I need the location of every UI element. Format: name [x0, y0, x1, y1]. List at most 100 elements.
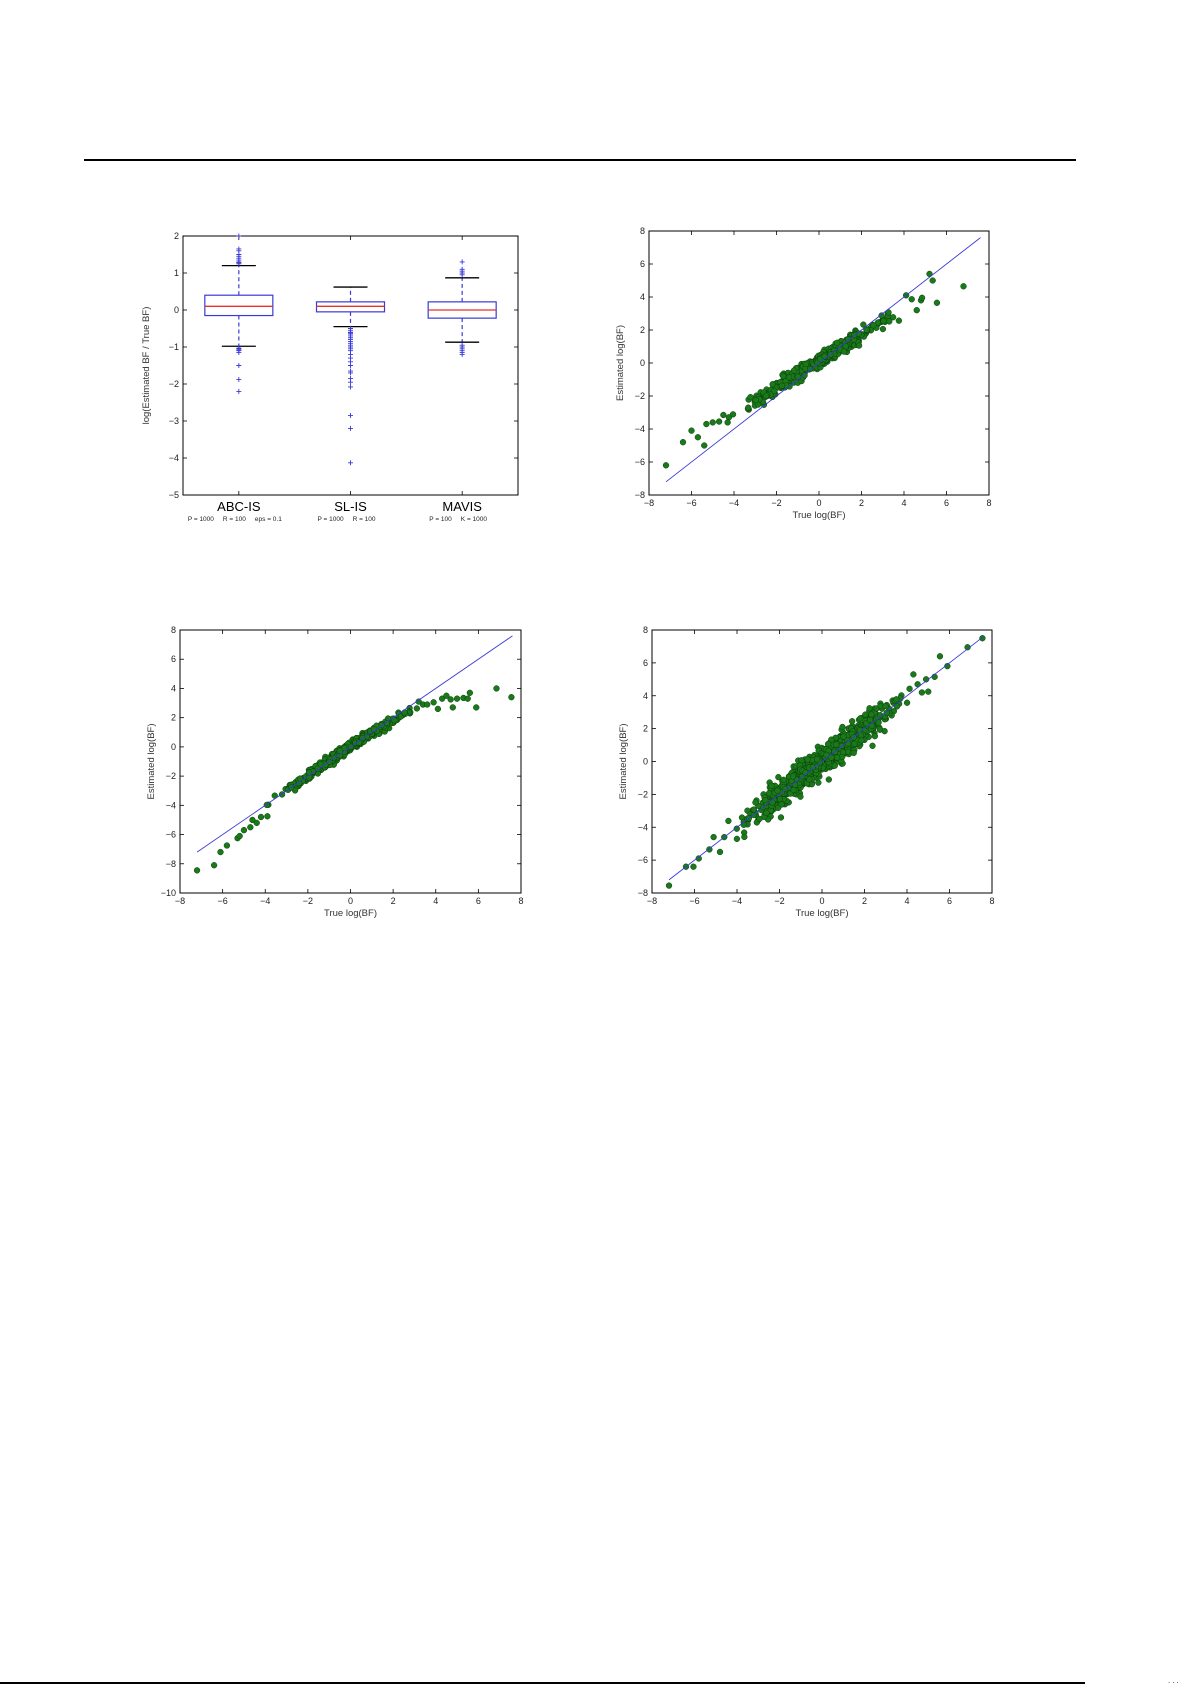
data-point: [336, 747, 344, 754]
data-point: [893, 703, 901, 710]
x-axis-label: True log(BF): [796, 908, 849, 919]
data-point: [875, 719, 882, 726]
flier-marker: [236, 363, 242, 368]
category-label: ABC-IS: [217, 499, 261, 514]
x-tick-label: 0: [819, 896, 824, 906]
data-point: [858, 737, 865, 744]
y-tick-label: −10: [161, 888, 176, 898]
data-point: [903, 699, 911, 706]
y-tick-label: −6: [635, 457, 645, 467]
x-tick-label: −4: [729, 498, 739, 508]
data-point: [922, 676, 930, 683]
data-point: [886, 318, 893, 325]
data-point: [236, 832, 243, 840]
data-point: [862, 711, 869, 718]
data-point: [765, 790, 773, 797]
y-tick-label: −6: [638, 855, 648, 865]
data-point: [257, 813, 265, 821]
data-point: [679, 439, 687, 446]
data-point: [833, 741, 840, 748]
data-point: [443, 692, 450, 699]
x-tick-label: 4: [433, 896, 438, 906]
data-point: [703, 420, 710, 428]
x-axis-label: True log(BF): [793, 510, 846, 521]
data-point: [855, 342, 863, 349]
data-point: [473, 704, 480, 711]
data-point: [464, 695, 471, 702]
data-point: [831, 762, 838, 769]
data-point: [828, 736, 835, 743]
data-point: [733, 825, 740, 832]
data-point: [253, 819, 260, 827]
data-point: [908, 296, 915, 303]
scatter-points: [662, 270, 967, 469]
x-tick-label: −2: [771, 498, 781, 508]
data-point: [913, 307, 920, 314]
data-point: [729, 411, 737, 418]
flier-marker: [348, 425, 353, 431]
identity-line: [196, 635, 513, 853]
data-point: [910, 671, 917, 678]
parameter-label: P = 1000 R = 100 eps = 0.1: [188, 516, 282, 523]
data-point: [840, 348, 848, 355]
data-point: [882, 702, 889, 710]
data-point: [665, 882, 673, 889]
data-point: [240, 827, 248, 834]
data-point: [778, 382, 786, 389]
data-point: [840, 748, 847, 756]
data-point: [933, 299, 941, 306]
identity-line: [668, 636, 984, 881]
data-point: [869, 742, 876, 749]
y-tick-label: −4: [169, 453, 179, 463]
data-point: [889, 314, 897, 321]
plot-frame: [179, 629, 522, 894]
data-point: [715, 418, 723, 425]
y-axis-label: Estimated log(BF): [618, 723, 629, 799]
data-point: [777, 814, 785, 821]
category-label: SL-IS: [334, 499, 367, 514]
data-point: [710, 833, 717, 841]
parameter-label: P = 1000 R = 100: [317, 516, 375, 523]
data-point: [867, 716, 874, 724]
data-point: [960, 283, 967, 290]
data-point: [430, 699, 437, 706]
flier-marker: [348, 460, 353, 466]
y-tick-label: 6: [643, 658, 648, 668]
data-point: [809, 763, 816, 771]
y-tick-label: −4: [635, 424, 645, 434]
data-point: [806, 776, 813, 783]
parameter-label: P = 100 K = 1000: [429, 516, 487, 523]
data-point: [844, 336, 852, 343]
scatter-panel-top-right: −8 −6 −4 −2 0 2 4 6 8 −8 −6 −4 −2 0 2 4 6 8 True log(BF) Es…: [615, 226, 992, 521]
data-point: [849, 718, 856, 725]
data-point: [690, 863, 697, 870]
data-point: [193, 867, 201, 874]
x-tick-label: 4: [904, 896, 909, 906]
data-point: [840, 733, 847, 740]
y-tick-label: 4: [171, 683, 176, 693]
box-sl-is: SL-IS P = 1000 R = 100: [315, 236, 386, 523]
data-point: [771, 387, 778, 395]
data-point: [662, 462, 670, 469]
x-tick-label: −6: [217, 896, 227, 906]
y-axis-label: log(Estimated BF / True BF): [141, 307, 152, 425]
data-point: [249, 816, 256, 824]
data-point: [833, 754, 841, 761]
x-tick-label: −2: [774, 896, 784, 906]
flier-marker: [348, 384, 353, 390]
y-tick-label: 8: [171, 625, 176, 635]
y-tick-label: −3: [169, 416, 179, 426]
y-tick-label: −4: [166, 800, 176, 810]
y-tick-label: 1: [174, 268, 179, 278]
x-tick-label: 4: [901, 498, 906, 508]
data-point: [964, 644, 971, 651]
data-point: [756, 815, 763, 823]
x-tick-label: 0: [348, 896, 353, 906]
data-point: [866, 705, 873, 712]
data-point: [752, 799, 759, 806]
data-point: [870, 322, 877, 329]
data-point: [449, 704, 456, 711]
data-point: [720, 411, 727, 419]
data-point: [701, 442, 708, 449]
